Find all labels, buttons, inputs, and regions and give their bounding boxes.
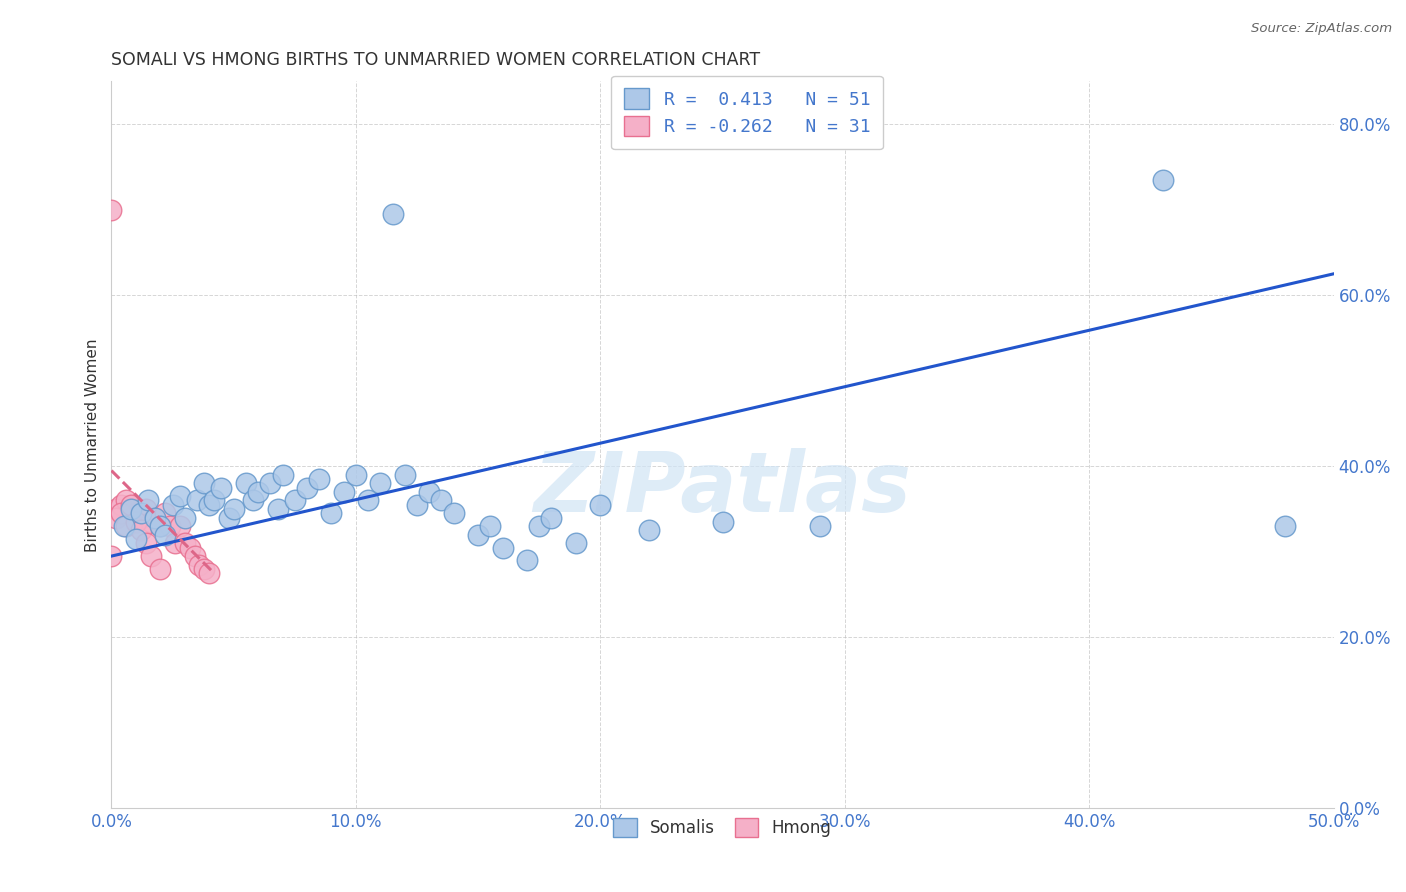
Point <box>129 506 152 520</box>
Point <box>516 553 538 567</box>
Point <box>186 493 208 508</box>
Point <box>129 510 152 524</box>
Point <box>149 519 172 533</box>
Point <box>198 498 221 512</box>
Point <box>209 481 232 495</box>
Point <box>112 519 135 533</box>
Point <box>202 493 225 508</box>
Point <box>266 502 288 516</box>
Text: Source: ZipAtlas.com: Source: ZipAtlas.com <box>1251 22 1392 36</box>
Point <box>381 207 404 221</box>
Point <box>443 506 465 520</box>
Point <box>120 502 142 516</box>
Point <box>100 549 122 563</box>
Point <box>145 510 167 524</box>
Point <box>129 524 152 538</box>
Point <box>136 493 159 508</box>
Point <box>163 536 186 550</box>
Point <box>394 467 416 482</box>
Point <box>193 476 215 491</box>
Point <box>125 506 148 520</box>
Point <box>242 493 264 508</box>
Point <box>125 515 148 529</box>
Point <box>527 519 550 533</box>
Point <box>179 541 201 555</box>
Point <box>344 467 367 482</box>
Point <box>1274 519 1296 533</box>
Point <box>467 527 489 541</box>
Point <box>173 536 195 550</box>
Point <box>105 502 128 516</box>
Point <box>198 566 221 581</box>
Point <box>135 502 157 516</box>
Point <box>1152 172 1174 186</box>
Point <box>120 498 142 512</box>
Point <box>145 510 167 524</box>
Point <box>308 472 330 486</box>
Text: ZIPatlas: ZIPatlas <box>534 448 911 529</box>
Point <box>159 519 181 533</box>
Point <box>149 562 172 576</box>
Point <box>808 519 831 533</box>
Point <box>479 519 502 533</box>
Point <box>284 493 307 508</box>
Point <box>193 562 215 576</box>
Point <box>565 536 588 550</box>
Point <box>368 476 391 491</box>
Point <box>149 519 172 533</box>
Point <box>321 506 343 520</box>
Point <box>188 558 211 572</box>
Point <box>110 506 132 520</box>
Point <box>222 502 245 516</box>
Point <box>139 515 162 529</box>
Point <box>169 489 191 503</box>
Legend: Somalis, Hmong: Somalis, Hmong <box>607 811 838 844</box>
Point <box>169 519 191 533</box>
Point <box>247 485 270 500</box>
Point <box>153 506 176 520</box>
Point <box>418 485 440 500</box>
Point <box>162 498 184 512</box>
Point <box>295 481 318 495</box>
Point <box>125 532 148 546</box>
Point <box>110 498 132 512</box>
Point <box>491 541 513 555</box>
Point <box>406 498 429 512</box>
Point <box>430 493 453 508</box>
Point <box>183 549 205 563</box>
Y-axis label: Births to Unmarried Women: Births to Unmarried Women <box>86 338 100 551</box>
Point <box>115 519 138 533</box>
Point <box>332 485 354 500</box>
Point <box>540 510 562 524</box>
Point <box>105 510 128 524</box>
Point <box>173 510 195 524</box>
Point <box>100 202 122 217</box>
Point <box>357 493 380 508</box>
Point <box>711 515 734 529</box>
Point <box>135 536 157 550</box>
Point <box>153 527 176 541</box>
Point <box>120 502 142 516</box>
Point <box>589 498 612 512</box>
Text: SOMALI VS HMONG BIRTHS TO UNMARRIED WOMEN CORRELATION CHART: SOMALI VS HMONG BIRTHS TO UNMARRIED WOME… <box>111 51 761 69</box>
Point <box>271 467 294 482</box>
Point <box>235 476 257 491</box>
Point <box>259 476 281 491</box>
Point <box>638 524 661 538</box>
Point <box>139 549 162 563</box>
Point <box>218 510 240 524</box>
Point <box>115 493 138 508</box>
